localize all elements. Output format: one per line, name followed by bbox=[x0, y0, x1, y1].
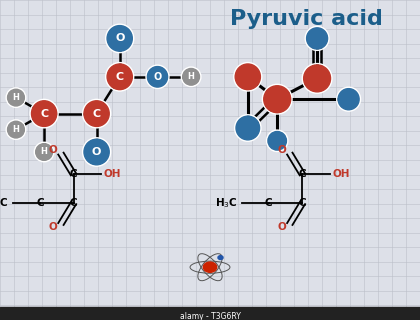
Text: O: O bbox=[278, 222, 286, 232]
Text: H: H bbox=[13, 93, 19, 102]
Text: O: O bbox=[115, 33, 124, 44]
Text: H: H bbox=[41, 148, 47, 156]
Ellipse shape bbox=[8, 121, 24, 138]
Text: C: C bbox=[299, 169, 306, 180]
Ellipse shape bbox=[338, 89, 359, 110]
Text: C: C bbox=[299, 198, 306, 208]
Ellipse shape bbox=[36, 144, 52, 160]
Ellipse shape bbox=[147, 67, 168, 87]
Text: C: C bbox=[40, 108, 48, 119]
Ellipse shape bbox=[107, 26, 132, 51]
Text: H$_3$C: H$_3$C bbox=[0, 196, 8, 210]
Text: alamy - T3G6RY: alamy - T3G6RY bbox=[180, 312, 240, 320]
Text: C: C bbox=[92, 108, 101, 119]
Bar bbox=[0, 307, 420, 320]
Text: OH: OH bbox=[333, 169, 350, 180]
Text: O: O bbox=[49, 145, 58, 156]
Text: H: H bbox=[188, 72, 194, 81]
Ellipse shape bbox=[107, 64, 132, 90]
Text: H$_3$C: H$_3$C bbox=[215, 196, 237, 210]
Ellipse shape bbox=[268, 132, 286, 150]
Ellipse shape bbox=[304, 65, 331, 92]
Text: Pyruvic acid: Pyruvic acid bbox=[230, 9, 383, 29]
Text: C: C bbox=[36, 198, 44, 208]
Ellipse shape bbox=[84, 101, 109, 126]
Text: O: O bbox=[153, 72, 162, 82]
Text: C: C bbox=[265, 198, 273, 208]
Ellipse shape bbox=[183, 68, 199, 85]
Text: O: O bbox=[92, 147, 101, 157]
Ellipse shape bbox=[235, 64, 260, 90]
Circle shape bbox=[218, 256, 223, 260]
Text: OH: OH bbox=[104, 169, 121, 180]
Ellipse shape bbox=[32, 101, 57, 126]
Text: H: H bbox=[13, 125, 19, 134]
Ellipse shape bbox=[236, 116, 260, 140]
Text: C: C bbox=[70, 198, 77, 208]
Ellipse shape bbox=[264, 86, 291, 113]
Ellipse shape bbox=[8, 89, 24, 106]
Circle shape bbox=[203, 262, 217, 272]
Text: O: O bbox=[278, 145, 286, 156]
Text: C: C bbox=[70, 169, 77, 180]
Text: O: O bbox=[49, 222, 58, 232]
Ellipse shape bbox=[84, 139, 109, 165]
Ellipse shape bbox=[307, 28, 328, 49]
Text: C: C bbox=[116, 72, 124, 82]
